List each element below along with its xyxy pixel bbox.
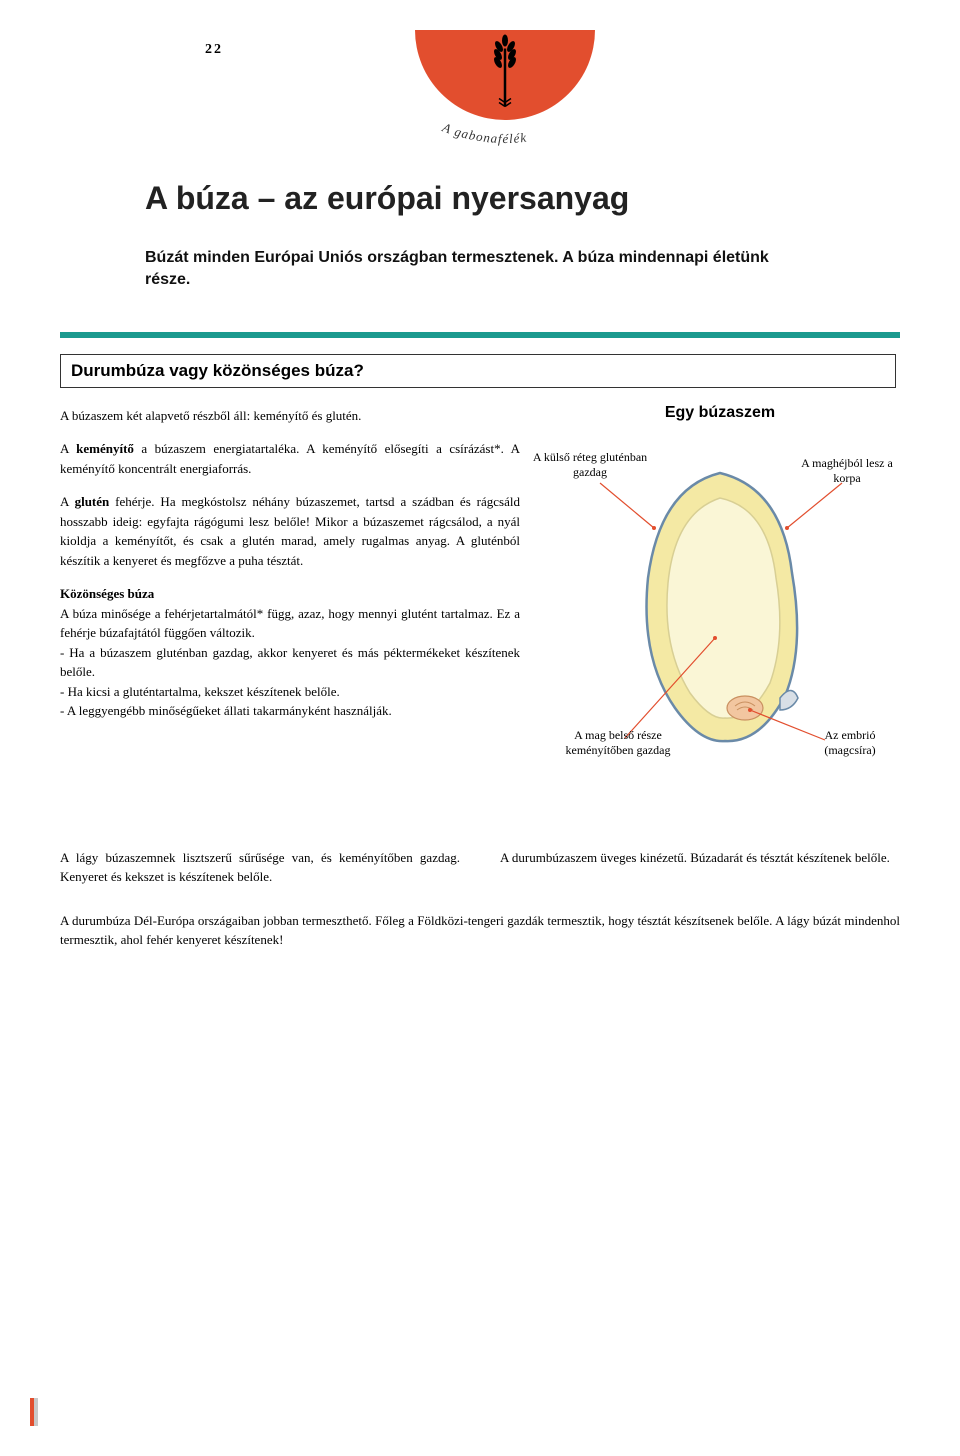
body-p3: A glutén fehérje. Ha megkóstolsz néhány … — [60, 492, 520, 570]
body-p4-heading: Közönséges búza — [60, 586, 154, 601]
arc-label: A gabonafélék — [415, 118, 595, 158]
spine-mark — [30, 1398, 34, 1426]
label-inner: A mag belső része keményítőben gazdag — [558, 728, 678, 759]
wheat-icon — [481, 30, 529, 113]
final-paragraph: A durumbúza Dél-Európa országaiban jobba… — [60, 911, 900, 950]
body-p1: A búzaszem két alapvető részből áll: kem… — [60, 406, 520, 426]
body-bullet3: - A leggyengébb minőségűeket állati taka… — [60, 703, 392, 718]
label-husk: A maghéjból lesz a korpa — [792, 456, 902, 487]
badge-circle — [415, 30, 595, 120]
section-heading: Durumbúza vagy közönséges búza? — [60, 354, 896, 388]
body-p4-text: A búza minősége a fehérjetartalmától* fü… — [60, 606, 520, 641]
body-column: A búzaszem két alapvető részből áll: kem… — [60, 406, 520, 768]
intro-text: Búzát minden Európai Uniós országban ter… — [145, 247, 785, 292]
header: 22 — [60, 30, 900, 170]
diagram-title: Egy búzaszem — [540, 404, 900, 422]
grain-diagram: A külső réteg gluténban gazdag A maghéjb… — [540, 428, 900, 768]
teal-divider — [60, 332, 900, 338]
svg-text:A gabonafélék: A gabonafélék — [440, 119, 528, 146]
body-bullet2: - Ha kicsi a gluténtartalma, kekszet kés… — [60, 684, 340, 699]
bottom-two-col: A lágy búzaszemnek lisztszerű sűrűsége v… — [60, 848, 900, 887]
body-p4: Közönséges búza A búza minősége a fehérj… — [60, 584, 520, 721]
label-embryo: Az embrió (magcsíra) — [800, 728, 900, 759]
diagram-column: Egy búzaszem — [540, 406, 900, 768]
page: 22 — [0, 0, 960, 1456]
body-p2: A keményítő a búzaszem energiatartaléka.… — [60, 439, 520, 478]
page-title: A búza – az európai nyersanyag — [145, 180, 900, 217]
label-outer: A külső réteg gluténban gazdag — [530, 450, 650, 481]
bottom-right: A durumbúzaszem üveges kinézetű. Búzadar… — [500, 848, 900, 887]
page-number: 22 — [205, 42, 223, 58]
arc-label-text: A gabonafélék — [440, 119, 528, 146]
body-bullet1: - Ha a búzaszem gluténban gazdag, akkor … — [60, 645, 520, 680]
bottom-left: A lágy búzaszemnek lisztszerű sűrűsége v… — [60, 848, 460, 887]
two-columns: A búzaszem két alapvető részből áll: kem… — [60, 406, 900, 768]
